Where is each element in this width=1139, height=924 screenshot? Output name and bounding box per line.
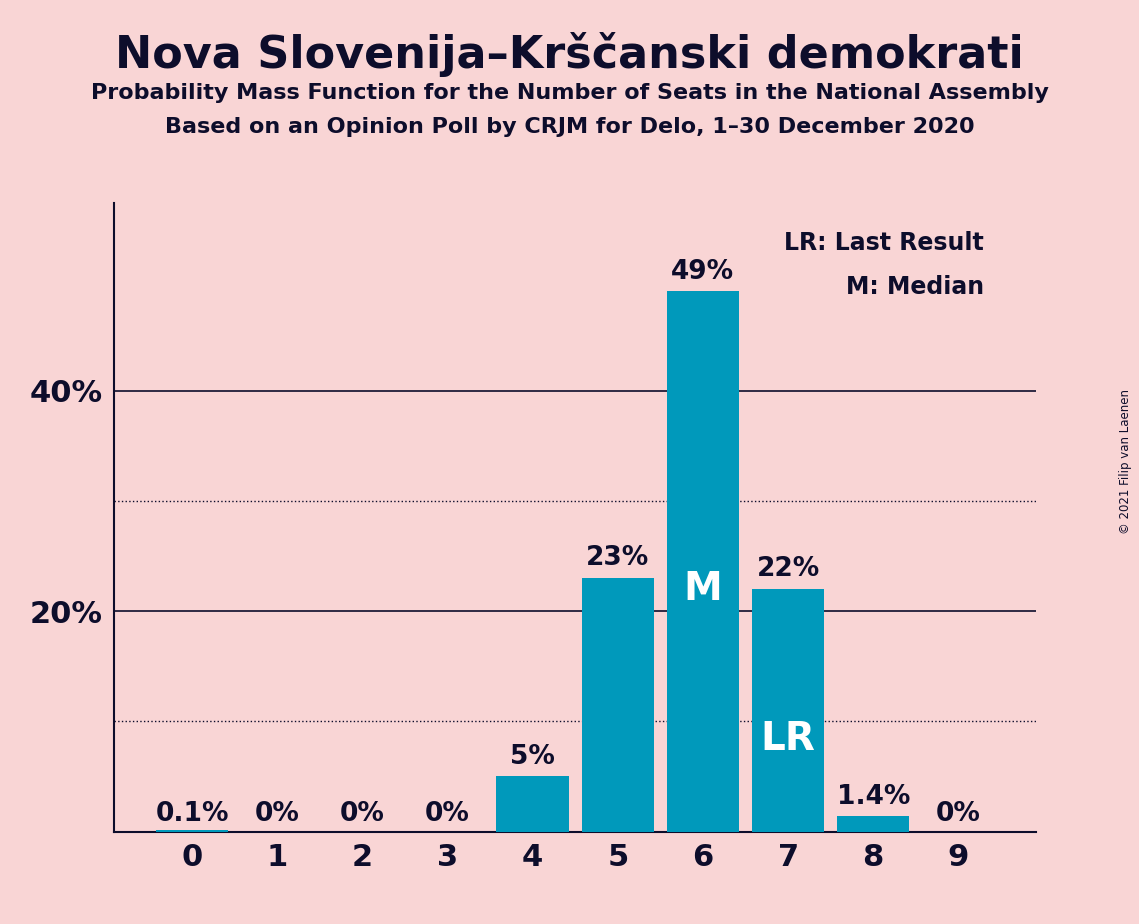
Text: 5%: 5% xyxy=(510,744,555,770)
Text: Probability Mass Function for the Number of Seats in the National Assembly: Probability Mass Function for the Number… xyxy=(91,83,1048,103)
Text: 0%: 0% xyxy=(255,801,300,827)
Text: 22%: 22% xyxy=(756,556,820,582)
Text: 23%: 23% xyxy=(587,545,649,571)
Bar xyxy=(752,590,825,832)
Text: 0.1%: 0.1% xyxy=(155,801,229,827)
Text: 1.4%: 1.4% xyxy=(836,784,910,809)
Bar xyxy=(837,816,909,832)
Text: LR: Last Result: LR: Last Result xyxy=(784,231,984,255)
Bar xyxy=(582,578,654,832)
Text: Based on an Opinion Poll by CRJM for Delo, 1–30 December 2020: Based on an Opinion Poll by CRJM for Del… xyxy=(165,117,974,138)
Text: LR: LR xyxy=(761,721,816,759)
Text: 0%: 0% xyxy=(425,801,470,827)
Bar xyxy=(497,776,568,832)
Text: M: Median: M: Median xyxy=(846,275,984,299)
Text: Nova Slovenija–Krščanski demokrati: Nova Slovenija–Krščanski demokrati xyxy=(115,32,1024,78)
Text: M: M xyxy=(683,569,722,608)
Text: 0%: 0% xyxy=(936,801,981,827)
Text: 0%: 0% xyxy=(339,801,385,827)
Bar xyxy=(156,831,228,832)
Text: © 2021 Filip van Laenen: © 2021 Filip van Laenen xyxy=(1118,390,1132,534)
Bar xyxy=(666,291,739,832)
Text: 49%: 49% xyxy=(671,259,735,285)
